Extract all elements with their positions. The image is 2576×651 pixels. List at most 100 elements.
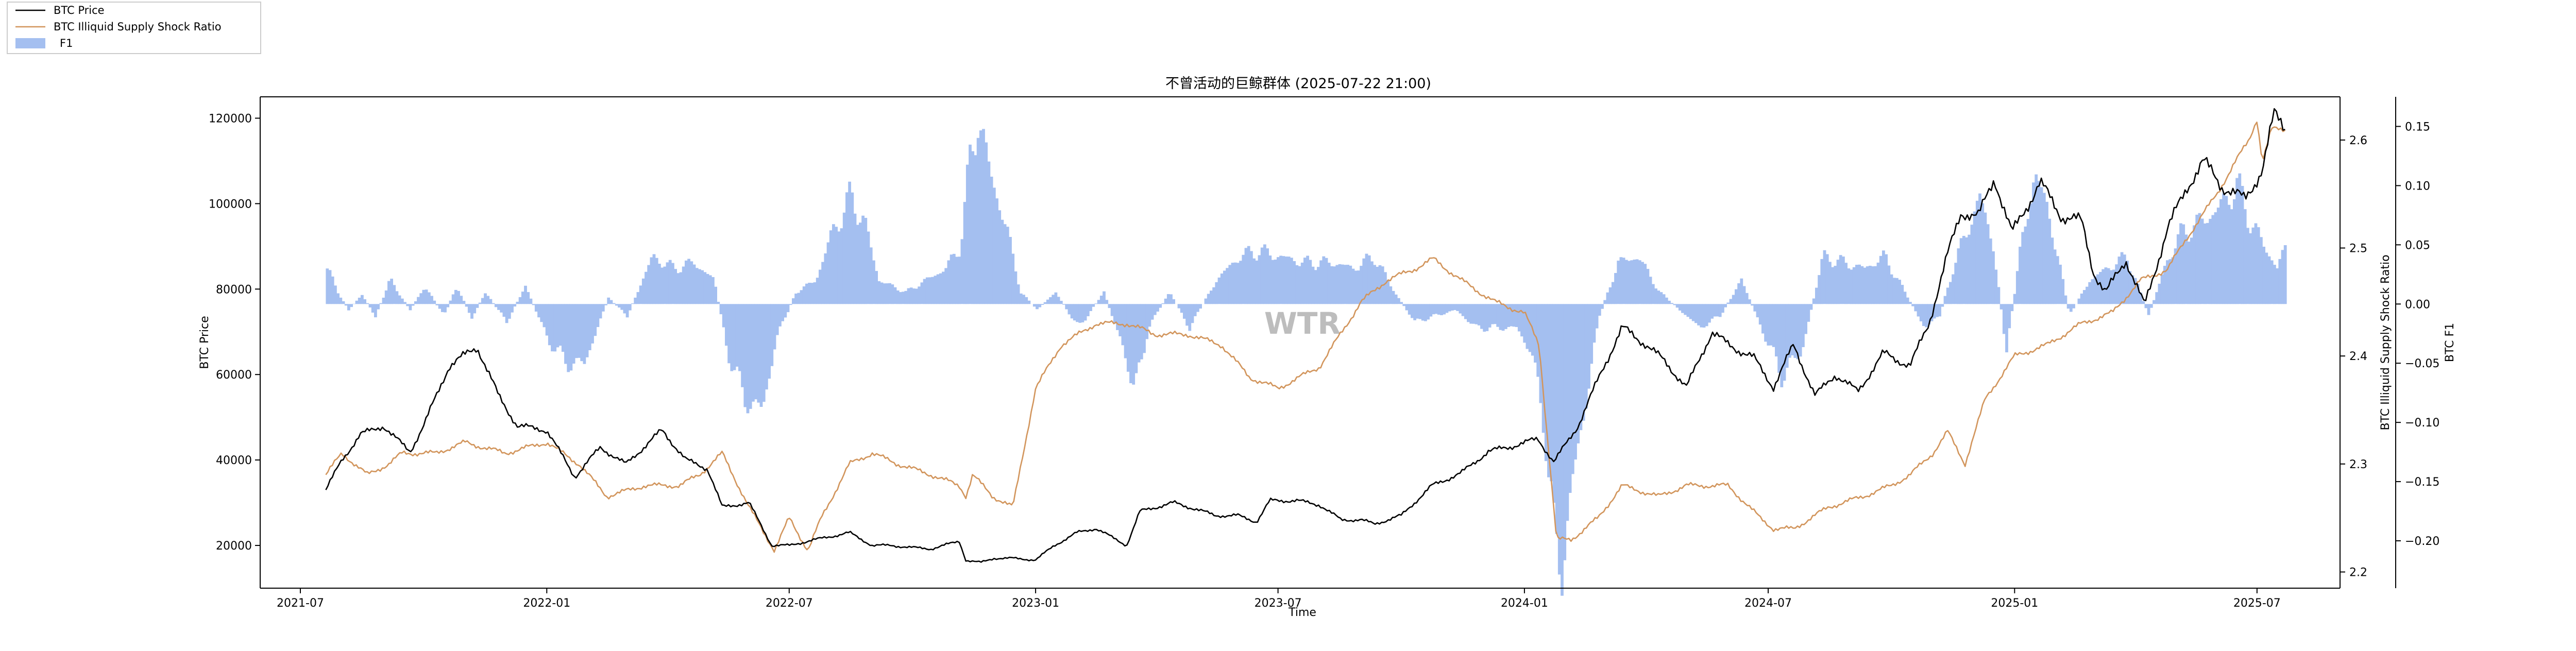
left-y-tick-label: 20000 xyxy=(216,540,252,553)
f1-bar xyxy=(1507,304,1510,327)
f1-bar xyxy=(1879,255,1883,304)
f1-bar xyxy=(832,224,835,304)
f1-bar xyxy=(1681,304,1684,313)
f1-bar xyxy=(842,212,846,304)
f1-bar xyxy=(950,254,953,304)
f1-bar xyxy=(1338,264,1342,304)
f1-bar xyxy=(1052,295,1055,304)
f1-bar xyxy=(1373,265,1376,304)
f1-bar xyxy=(2010,304,2014,312)
legend: BTC Price BTC Illiquid Supply Shock Rati… xyxy=(7,2,261,54)
f1-bar xyxy=(1804,304,1807,334)
f1-bar xyxy=(1973,211,1976,304)
f1-bar xyxy=(934,276,937,304)
f1-bar xyxy=(1876,262,1880,304)
f1-bar xyxy=(1306,255,1309,304)
left-y-tick-label: 80000 xyxy=(216,283,252,296)
x-tick-label: 2024-01 xyxy=(1501,597,1548,610)
f1-bar xyxy=(403,302,406,304)
f1-bar xyxy=(1777,304,1781,373)
x-tick-label: 2023-07 xyxy=(1255,597,1302,610)
f1-bar xyxy=(1164,298,1167,304)
f1-bar xyxy=(1156,304,1159,312)
f1-bar xyxy=(433,300,436,304)
f1-bar xyxy=(1906,297,1909,304)
f1-bar xyxy=(1860,266,1864,304)
f1-bar xyxy=(1236,263,1240,304)
f1-bar xyxy=(2133,278,2137,304)
f1-bar xyxy=(1510,304,1513,327)
f1-bar xyxy=(985,142,988,304)
f1-bar xyxy=(1724,304,1727,307)
f1-bar xyxy=(1536,304,1540,377)
f1-bar xyxy=(631,303,634,304)
f1-bar xyxy=(759,304,763,407)
f1-bar xyxy=(1397,298,1400,304)
x-tick-label: 2025-01 xyxy=(1991,597,2038,610)
f1-bar xyxy=(1092,304,1095,307)
f1-bar xyxy=(1303,258,1307,304)
f1-bar xyxy=(955,256,958,304)
f1-bar xyxy=(979,130,982,304)
f1-bar xyxy=(1641,262,1644,304)
left-y-tick-label: 60000 xyxy=(216,369,252,382)
f1-bar xyxy=(2045,201,2048,304)
f1-bar xyxy=(1239,261,1242,304)
f1-bar xyxy=(1700,304,1703,328)
f1-bar xyxy=(666,262,669,304)
f1-bar xyxy=(773,304,776,350)
f1-bar xyxy=(2174,248,2177,304)
f1-bar xyxy=(1796,304,1800,359)
f1-bar xyxy=(521,292,524,304)
f1-bar xyxy=(969,144,972,304)
f1-bar xyxy=(775,304,779,335)
f1-bar xyxy=(1022,295,1025,304)
f1-bar xyxy=(1277,257,1280,304)
f1-bar xyxy=(674,269,677,304)
f1-bar xyxy=(417,297,420,304)
f1-bar xyxy=(1153,304,1157,315)
f1-bar xyxy=(810,283,814,304)
f1-bar xyxy=(730,304,734,371)
f1-bar xyxy=(1027,300,1031,304)
f1-bar xyxy=(1065,304,1069,310)
f1-bar xyxy=(1651,284,1655,304)
f1-bar xyxy=(366,303,369,304)
f1-bar xyxy=(2002,304,2006,334)
f1-bar xyxy=(1871,266,1874,304)
f1-bar xyxy=(1140,304,1143,359)
f1-bar xyxy=(1941,304,1944,307)
f1-bar xyxy=(1582,304,1585,421)
f1-bar xyxy=(1191,304,1194,323)
f1-bar xyxy=(636,292,640,304)
f1-bar xyxy=(1892,278,1896,304)
f1-bar xyxy=(2099,272,2102,304)
f1-bar xyxy=(422,289,426,304)
f1-bar xyxy=(502,304,506,317)
ratio-y-axis-ticks: 2.2 2.3 2.4 2.5 2.6 xyxy=(2340,134,2367,579)
f1-bar xyxy=(355,300,359,304)
f1-bar xyxy=(1587,304,1590,389)
f1-bar xyxy=(1670,303,1674,304)
f1-bar xyxy=(1126,304,1130,372)
f1-bar xyxy=(2064,295,2067,304)
f1-bar xyxy=(1748,299,1751,304)
f1-bar xyxy=(1036,304,1039,310)
f1-bar xyxy=(915,288,918,304)
f1-bar xyxy=(875,271,878,304)
f1-bar xyxy=(821,262,824,304)
f1-bar xyxy=(326,268,329,304)
f1-bar xyxy=(695,268,699,304)
f1-bar xyxy=(1654,288,1657,304)
f1-bar xyxy=(1258,255,1261,304)
f1-bar xyxy=(1783,304,1786,381)
f1-bar xyxy=(336,293,340,304)
f1-bar xyxy=(1970,225,1974,304)
f1-bar xyxy=(1099,296,1103,304)
f1-bar xyxy=(1968,234,1971,304)
f1-bar xyxy=(960,239,964,304)
f1-bar xyxy=(1333,266,1336,304)
f1-bar xyxy=(395,291,399,304)
left-y-tick-label: 40000 xyxy=(216,454,252,467)
